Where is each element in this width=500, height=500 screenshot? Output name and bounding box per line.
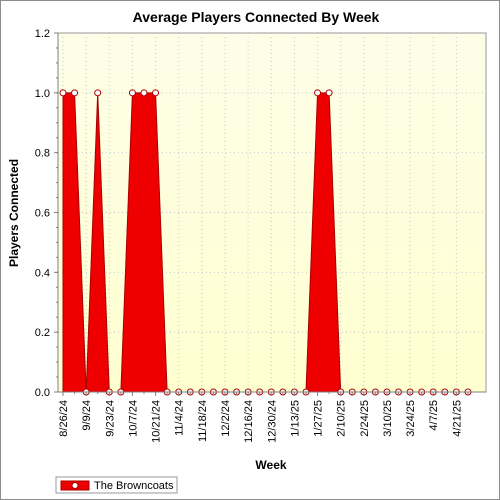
legend-marker	[71, 482, 79, 489]
x-tick-label: 1/27/25	[313, 400, 325, 437]
x-tick-label: 11/4/24	[174, 400, 186, 436]
x-axis-ticks: 8/26/24 9/9/24 9/23/24 10/7/24 10/21/24 11/4/…	[58, 392, 469, 443]
x-tick-label: 9/23/24	[104, 400, 116, 437]
data-point	[59, 89, 67, 97]
y-axis-title: Players Connected	[7, 159, 21, 267]
x-tick-label: 4/21/25	[451, 400, 463, 437]
x-tick-label: 3/24/25	[405, 400, 417, 437]
chart-title: Average Players Connected By Week	[133, 9, 380, 25]
y-tick-label: 0.0	[35, 387, 50, 399]
x-tick-label: 12/2/24	[220, 400, 232, 437]
x-tick-label: 12/16/24	[243, 400, 255, 443]
y-tick-label: 0.4	[35, 267, 50, 279]
x-tick-label: 1/13/25	[289, 400, 301, 437]
x-tick-label: 10/7/24	[127, 400, 139, 437]
y-tick-label: 0.2	[35, 327, 50, 339]
data-point	[140, 89, 148, 97]
data-point	[71, 89, 79, 97]
y-tick-label: 0.8	[35, 148, 50, 160]
x-tick-label: 11/18/24	[197, 400, 209, 442]
x-tick-label: 12/30/24	[266, 400, 278, 443]
data-point	[128, 89, 136, 97]
x-axis-title: Week	[255, 458, 286, 472]
data-point	[325, 89, 333, 97]
x-tick-label: 10/21/24	[151, 400, 163, 443]
y-tick-label: 1.2	[35, 28, 50, 40]
grid	[58, 33, 486, 392]
x-tick-label: 2/24/25	[359, 400, 371, 437]
x-tick-label: 3/10/25	[382, 400, 394, 437]
data-point	[152, 89, 160, 97]
data-point	[314, 89, 322, 97]
legend-label: The Browncoats	[94, 480, 174, 492]
legend: The Browncoats	[55, 476, 178, 494]
y-tick-label: 0.6	[35, 208, 50, 220]
data-point	[94, 89, 102, 97]
y-axis-ticks: 0.0 0.2 0.4 0.6 0.8 1.0 1.2	[35, 28, 58, 399]
x-tick-label: 4/7/25	[428, 400, 440, 431]
x-tick-label: 2/10/25	[336, 400, 348, 437]
x-tick-label: 8/26/24	[58, 400, 70, 437]
x-tick-label: 9/9/24	[81, 400, 93, 431]
y-tick-label: 1.0	[35, 88, 50, 100]
